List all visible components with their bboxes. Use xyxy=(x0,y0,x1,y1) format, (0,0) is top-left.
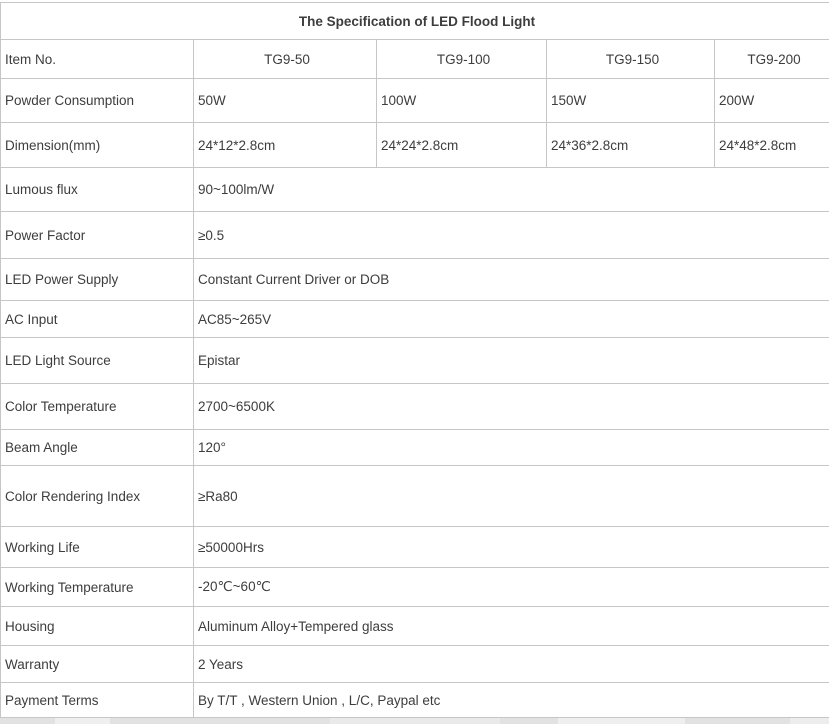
table-row-lumous-flux: Lumous flux 90~100lm/W xyxy=(0,167,829,212)
ac-input-value: AC85~265V xyxy=(193,300,829,338)
dimension-value-2: 24*24*2.8cm xyxy=(376,122,547,168)
led-power-supply-value: Constant Current Driver or DOB xyxy=(193,258,829,301)
color-rendering-index-value: ≥Ra80 xyxy=(193,465,829,527)
row-label-lumous-flux: Lumous flux xyxy=(0,167,194,212)
powder-value-2: 100W xyxy=(376,78,547,123)
row-label-dimension: Dimension(mm) xyxy=(0,122,194,168)
table-row-dimension: Dimension(mm) 24*12*2.8cm 24*24*2.8cm 24… xyxy=(0,122,829,168)
dimension-value-4: 24*48*2.8cm xyxy=(714,122,829,168)
table-row-warranty: Warranty 2 Years xyxy=(0,645,829,683)
table-row-beam-angle: Beam Angle 120° xyxy=(0,429,829,466)
powder-value-1: 50W xyxy=(193,78,377,123)
row-label-color-rendering-index: Color Rendering Index xyxy=(0,465,194,527)
beam-angle-value: 120° xyxy=(193,429,829,466)
table-row-power-factor: Power Factor ≥0.5 xyxy=(0,211,829,259)
table-row-powder-consumption: Powder Consumption 50W 100W 150W 200W xyxy=(0,78,829,123)
table-row-color-temperature: Color Temperature 2700~6500K xyxy=(0,383,829,430)
row-label-power-factor: Power Factor xyxy=(0,211,194,259)
row-label-ac-input: AC Input xyxy=(0,300,194,338)
row-label-working-temperature: Working Temperature xyxy=(0,567,194,607)
powder-value-4: 200W xyxy=(714,78,829,123)
working-temperature-value: -20℃~60℃ xyxy=(193,567,829,607)
table-row-led-light-source: LED Light Source Epistar xyxy=(0,337,829,384)
table-row-working-temperature: Working Temperature -20℃~60℃ xyxy=(0,567,829,607)
row-label-working-life: Working Life xyxy=(0,526,194,568)
lumous-flux-value: 90~100lm/W xyxy=(193,167,829,212)
table-row-ac-input: AC Input AC85~265V xyxy=(0,300,829,338)
payment-terms-value: By T/T , Western Union , L/C, Paypal etc xyxy=(193,682,829,718)
table-row-payment-terms: Payment Terms By T/T , Western Union , L… xyxy=(0,682,829,718)
row-label-powder-consumption: Powder Consumption xyxy=(0,78,194,123)
row-label-led-power-supply: LED Power Supply xyxy=(0,258,194,301)
power-factor-value: ≥0.5 xyxy=(193,211,829,259)
row-label-beam-angle: Beam Angle xyxy=(0,429,194,466)
table-row-led-power-supply: LED Power Supply Constant Current Driver… xyxy=(0,258,829,301)
item-no-value-3: TG9-150 xyxy=(546,39,715,79)
table-row-item-no: Item No. TG9-50 TG9-100 TG9-150 TG9-200 xyxy=(0,39,829,79)
row-label-payment-terms: Payment Terms xyxy=(0,682,194,718)
dimension-value-1: 24*12*2.8cm xyxy=(193,122,377,168)
page-title: The Specification of LED Flood Light xyxy=(0,2,829,40)
table-row-housing: Housing Aluminum Alloy+Tempered glass xyxy=(0,606,829,646)
row-label-housing: Housing xyxy=(0,606,194,646)
item-no-value-2: TG9-100 xyxy=(376,39,547,79)
row-label-led-light-source: LED Light Source xyxy=(0,337,194,384)
dimension-value-3: 24*36*2.8cm xyxy=(546,122,715,168)
row-label-item-no: Item No. xyxy=(0,39,194,79)
powder-value-3: 150W xyxy=(546,78,715,123)
led-light-source-value: Epistar xyxy=(193,337,829,384)
table-row-working-life: Working Life ≥50000Hrs xyxy=(0,526,829,568)
working-life-value: ≥50000Hrs xyxy=(193,526,829,568)
title-row: The Specification of LED Flood Light xyxy=(0,2,829,40)
warranty-value: 2 Years xyxy=(193,645,829,683)
item-no-value-1: TG9-50 xyxy=(193,39,377,79)
row-label-warranty: Warranty xyxy=(0,645,194,683)
color-temperature-value: 2700~6500K xyxy=(193,383,829,430)
cropped-content-strip xyxy=(0,718,829,724)
table-row-color-rendering-index: Color Rendering Index ≥Ra80 xyxy=(0,465,829,527)
housing-value: Aluminum Alloy+Tempered glass xyxy=(193,606,829,646)
item-no-value-4: TG9-200 xyxy=(714,39,829,79)
row-label-color-temperature: Color Temperature xyxy=(0,383,194,430)
